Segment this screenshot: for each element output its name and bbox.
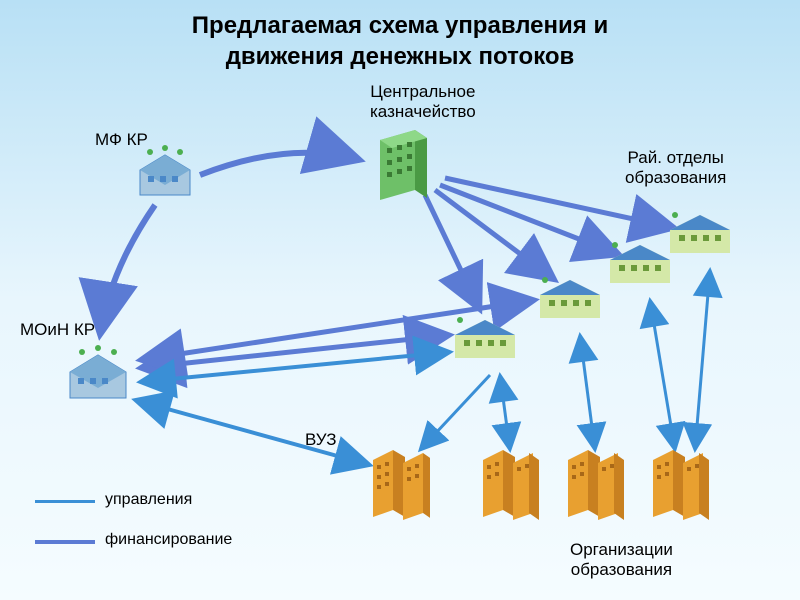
legend-line-mgmt — [35, 500, 95, 503]
building-org2 — [560, 445, 625, 520]
building-org1 — [475, 445, 540, 520]
building-dept4 — [665, 205, 740, 260]
legend-text-finance: финансирование — [105, 531, 232, 549]
label-vuz: ВУЗ — [305, 430, 336, 450]
edge-dept4-org3 — [695, 270, 710, 450]
edge-moin-dept1-mgr — [140, 352, 450, 382]
building-org3 — [645, 445, 710, 520]
edge-mf-treasury — [200, 153, 360, 175]
legend-text-mgmt: управления — [105, 491, 192, 509]
title-line1: Предлагаемая схема управления и — [192, 12, 608, 39]
label-treasury: Центральное казначейство — [370, 82, 476, 122]
edge-moin-dept1-fin — [140, 335, 450, 368]
building-dept2 — [535, 270, 610, 325]
page-title: Предлагаемая схема управления и движения… — [0, 0, 800, 72]
edge-mf-moin — [100, 205, 155, 335]
building-treasury — [365, 120, 435, 205]
edge-dept2-org2 — [580, 335, 595, 450]
legend-line-finance — [35, 540, 95, 544]
edge-treasury-dept3 — [440, 185, 620, 255]
edge-dept1-vuz — [420, 375, 490, 450]
edge-dept3-org3 — [650, 300, 675, 450]
edge-treasury-dept2 — [435, 190, 555, 280]
label-dept: Рай. отделы образования — [625, 148, 726, 188]
building-vuz — [365, 445, 430, 520]
edge-dept1-org1 — [500, 375, 510, 450]
label-org: Организации образования — [570, 540, 673, 580]
building-dept1 — [450, 310, 525, 365]
label-moin: МОиН КР — [20, 320, 95, 340]
building-moin — [60, 340, 135, 405]
edge-treasury-dept1 — [425, 195, 480, 310]
label-mf: МФ КР — [95, 130, 148, 150]
title-line2: движения денежных потоков — [226, 43, 575, 70]
